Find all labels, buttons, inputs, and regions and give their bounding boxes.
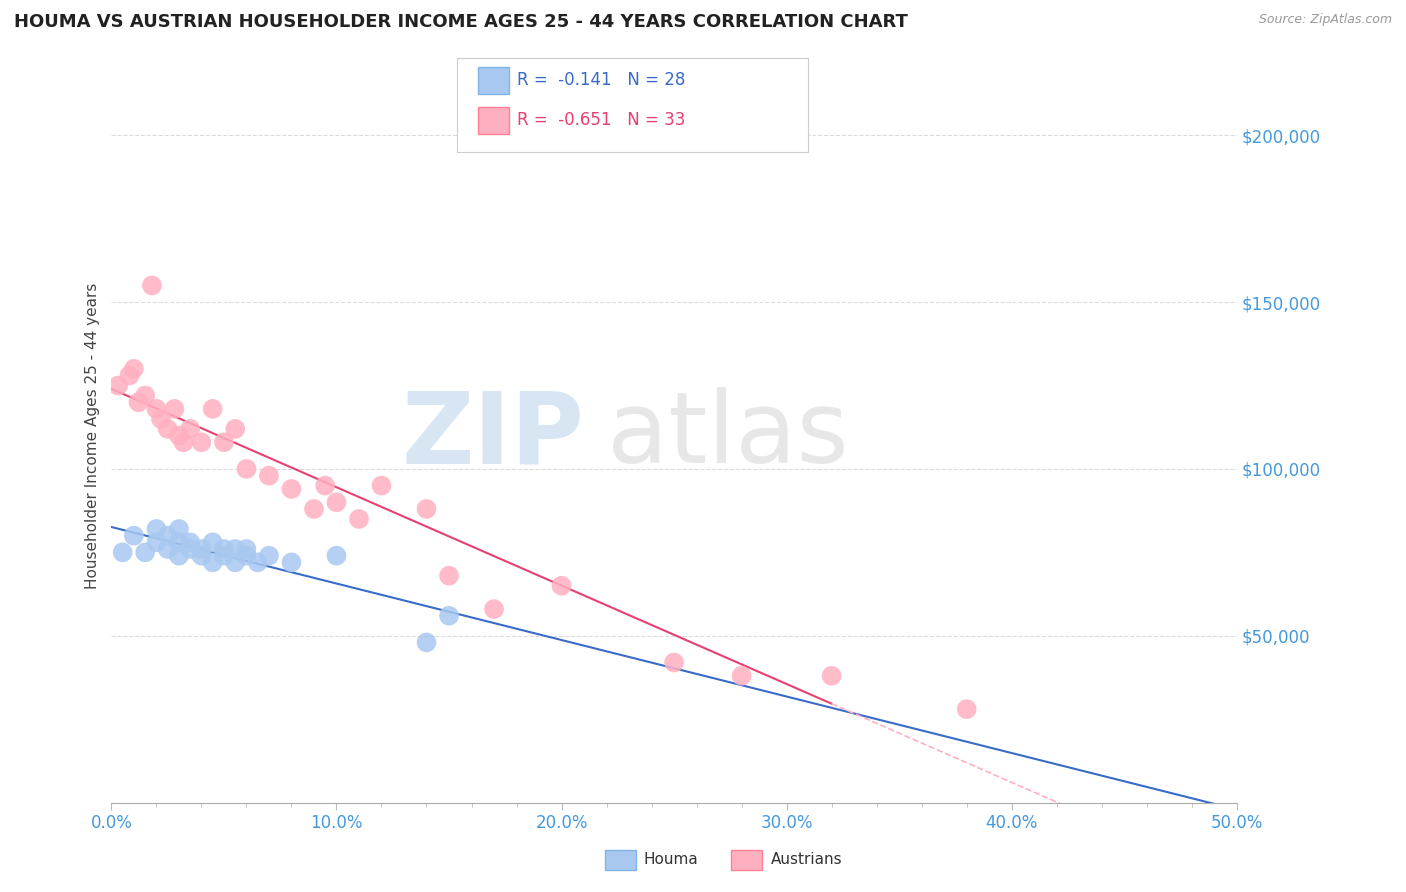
Point <box>122 529 145 543</box>
Point <box>145 401 167 416</box>
Point <box>179 541 201 556</box>
Point <box>127 395 149 409</box>
Point <box>111 545 134 559</box>
Point <box>302 502 325 516</box>
Point <box>179 535 201 549</box>
Point <box>662 656 685 670</box>
Point <box>257 468 280 483</box>
Point <box>167 428 190 442</box>
Point <box>134 388 156 402</box>
Text: Austrians: Austrians <box>770 853 842 867</box>
Point <box>482 602 505 616</box>
Point <box>145 535 167 549</box>
Point <box>235 541 257 556</box>
Point <box>167 535 190 549</box>
Point <box>172 435 194 450</box>
Text: HOUMA VS AUSTRIAN HOUSEHOLDER INCOME AGES 25 - 44 YEARS CORRELATION CHART: HOUMA VS AUSTRIAN HOUSEHOLDER INCOME AGE… <box>14 13 908 31</box>
Point <box>325 495 347 509</box>
Point <box>149 412 172 426</box>
Point <box>415 502 437 516</box>
Point <box>437 608 460 623</box>
Point <box>224 555 246 569</box>
Point <box>314 478 336 492</box>
Point <box>179 422 201 436</box>
Point <box>134 545 156 559</box>
Text: ZIP: ZIP <box>401 387 583 484</box>
Text: R =  -0.141   N = 28: R = -0.141 N = 28 <box>517 71 686 89</box>
Point <box>224 541 246 556</box>
Point <box>224 422 246 436</box>
Point <box>156 529 179 543</box>
Point <box>820 669 842 683</box>
Point <box>347 512 370 526</box>
Point <box>190 435 212 450</box>
Point <box>730 669 752 683</box>
Point <box>235 549 257 563</box>
Point <box>280 555 302 569</box>
Point <box>550 579 572 593</box>
Point <box>415 635 437 649</box>
Point <box>167 549 190 563</box>
Point <box>212 435 235 450</box>
Point <box>325 549 347 563</box>
Point <box>212 541 235 556</box>
Point <box>212 549 235 563</box>
Text: R =  -0.651   N = 33: R = -0.651 N = 33 <box>517 112 686 129</box>
Point <box>201 555 224 569</box>
Point <box>145 522 167 536</box>
Point <box>257 549 280 563</box>
Point <box>190 541 212 556</box>
Point <box>156 541 179 556</box>
Point <box>235 462 257 476</box>
Text: Source: ZipAtlas.com: Source: ZipAtlas.com <box>1258 13 1392 27</box>
Point <box>246 555 269 569</box>
Point <box>167 522 190 536</box>
Point <box>107 378 129 392</box>
Point <box>370 478 392 492</box>
Text: atlas: atlas <box>606 387 848 484</box>
Point <box>163 401 186 416</box>
Point <box>156 422 179 436</box>
Point <box>122 361 145 376</box>
Point <box>190 549 212 563</box>
Point <box>201 401 224 416</box>
Point <box>201 535 224 549</box>
Point <box>118 368 141 383</box>
Point <box>437 568 460 582</box>
Point <box>280 482 302 496</box>
Point <box>956 702 979 716</box>
Y-axis label: Householder Income Ages 25 - 44 years: Householder Income Ages 25 - 44 years <box>86 283 100 589</box>
Point <box>141 278 163 293</box>
Text: Houma: Houma <box>644 853 699 867</box>
